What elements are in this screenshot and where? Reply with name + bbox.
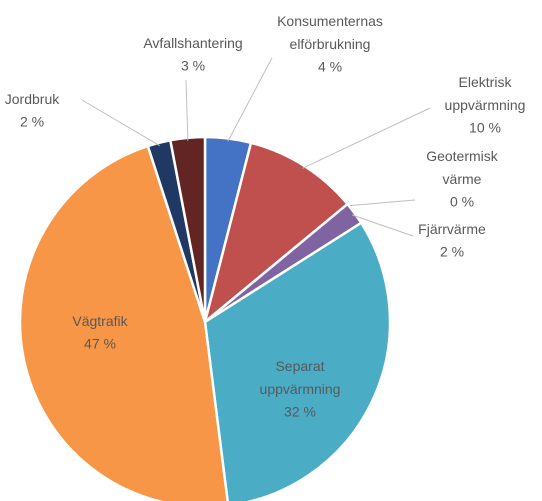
label-line: Fjärrvärme bbox=[418, 221, 486, 237]
label-line: Geotermisk bbox=[426, 148, 499, 164]
pie-slice bbox=[203, 221, 392, 501]
leader-line bbox=[185, 79, 189, 141]
leader-line bbox=[227, 57, 273, 142]
slice-label: Separat uppvärmning bbox=[260, 358, 341, 397]
pie-slice bbox=[202, 141, 350, 326]
slice-label: Vägtrafik bbox=[72, 313, 128, 329]
label-line: Jordbruk bbox=[5, 91, 60, 107]
label-line: Separat bbox=[275, 358, 324, 374]
leader-line bbox=[81, 99, 160, 147]
slice-value-label: 2 % bbox=[440, 244, 464, 260]
slice-label: Fjärrvärme bbox=[418, 221, 486, 237]
slice-value-label: 4 % bbox=[318, 59, 342, 75]
slice-value-label: 32 % bbox=[284, 404, 316, 420]
slice-value-label: 0 % bbox=[450, 194, 474, 210]
label-line: uppvärmning bbox=[445, 97, 526, 113]
label-line: Avfallshantering bbox=[143, 35, 242, 51]
slice-label: Avfallshantering bbox=[143, 35, 242, 51]
leader-line bbox=[352, 214, 414, 237]
slice-value-label: 10 % bbox=[469, 120, 501, 136]
label-line: uppvärmning bbox=[260, 381, 341, 397]
label-line: Vägtrafik bbox=[72, 313, 128, 329]
slice-value-label: 47 % bbox=[84, 336, 116, 352]
slice-value-label: 3 % bbox=[181, 58, 205, 74]
label-line: Konsumenternas bbox=[277, 13, 383, 29]
slice-label: Konsumenternas elförbrukning bbox=[277, 13, 383, 52]
slice-label: Geotermisk värme bbox=[426, 148, 499, 187]
leader-line bbox=[345, 199, 416, 207]
label-line: värme bbox=[443, 171, 482, 187]
label-line: elförbrukning bbox=[290, 36, 371, 52]
slice-label: Jordbruk bbox=[5, 91, 60, 107]
leader-line bbox=[302, 107, 431, 169]
slice-label: Elektrisk uppvärmning bbox=[445, 74, 526, 113]
label-line: Elektrisk bbox=[459, 74, 513, 90]
slice-value-label: 2 % bbox=[20, 114, 44, 130]
